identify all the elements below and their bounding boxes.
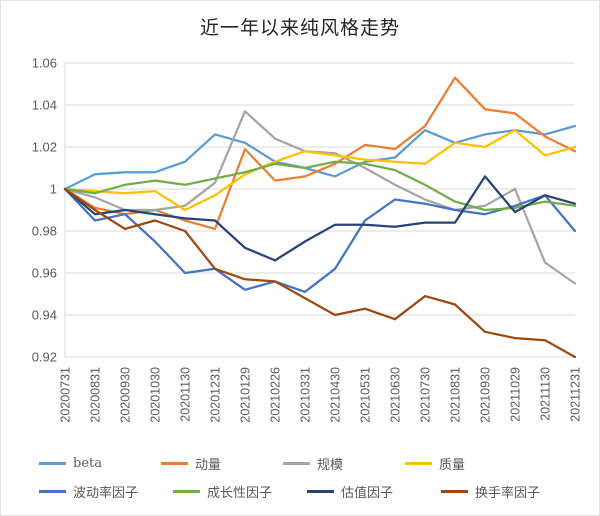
legend-label: beta (73, 455, 102, 471)
legend-swatch (441, 489, 468, 493)
y-tick-label: 0.92 (32, 350, 57, 365)
legend-item-波动率因子: 波动率因子 (39, 482, 173, 501)
series-line-换手率因子 (63, 187, 577, 359)
series-line-成长性因子 (63, 160, 577, 212)
y-tick-label: 1 (50, 182, 57, 197)
legend-item-规模: 规模 (283, 454, 405, 473)
legend-item-beta: beta (39, 456, 161, 471)
chart-legend: beta 动量 规模 质量波动率因子 成长性因子 估值因子 换手率因子 (1, 449, 599, 505)
legend-label: 波动率因子 (73, 485, 139, 501)
x-tick-label: 20210331 (299, 367, 313, 423)
legend-label: 质量 (439, 457, 466, 473)
x-tick-label: 20210730 (419, 367, 433, 423)
y-tick-label: 0.98 (32, 224, 57, 239)
x-tick-label: 20210930 (479, 367, 493, 423)
series-line-波动率因子 (63, 187, 577, 294)
legend-item-质量: 质量 (405, 454, 527, 473)
y-tick-label: 1.06 (32, 56, 57, 71)
y-tick-label: 0.94 (32, 308, 57, 323)
y-tick-label: 0.96 (32, 266, 57, 281)
legend-label: 换手率因子 (475, 485, 541, 501)
legend-label: 动量 (195, 457, 222, 473)
series-line-规模 (63, 110, 577, 285)
legend-row: beta 动量 规模 质量 (1, 449, 599, 477)
legend-swatch (39, 461, 66, 465)
legend-label: 规模 (317, 457, 344, 473)
x-tick-label: 20201231 (209, 367, 223, 423)
y-tick-label: 1.04 (32, 98, 57, 113)
x-tick-label: 20211130 (539, 367, 553, 421)
x-tick-label: 20201130 (179, 367, 193, 422)
legend-row: 波动率因子 成长性因子 估值因子 换手率因子 (1, 477, 599, 505)
legend-item-成长性因子: 成长性因子 (173, 482, 307, 501)
x-tick-label: 20210129 (239, 367, 253, 423)
x-tick-label: 20211029 (509, 367, 523, 422)
x-tick-label: 20210531 (359, 367, 373, 423)
legend-item-动量: 动量 (161, 454, 283, 473)
legend-swatch (39, 489, 66, 493)
legend-label: 估值因子 (341, 485, 394, 501)
legend-label: 成长性因子 (207, 485, 273, 501)
x-tick-label: 20210831 (449, 367, 463, 423)
x-tick-label: 20210430 (329, 367, 343, 423)
series-line-估值因子 (63, 175, 577, 262)
x-tick-label: 20210630 (389, 367, 403, 423)
legend-swatch (307, 489, 334, 493)
series-line-beta (63, 124, 577, 191)
series-line-质量 (63, 129, 577, 212)
legend-swatch (173, 489, 200, 493)
x-tick-label: 20211231 (569, 367, 583, 422)
x-tick-label: 20200831 (89, 367, 103, 423)
legend-item-换手率因子: 换手率因子 (441, 482, 575, 501)
legend-swatch (405, 461, 432, 465)
x-tick-label: 20200731 (59, 367, 73, 423)
x-tick-label: 20210226 (269, 367, 283, 423)
legend-swatch (283, 461, 310, 465)
legend-item-估值因子: 估值因子 (307, 482, 441, 501)
legend-swatch (161, 461, 188, 465)
y-tick-label: 1.02 (32, 140, 57, 155)
x-tick-label: 20201030 (149, 367, 163, 423)
line-chart-plot-area: 0.92 0.94 0.96 0.98 1 1.02 1.04 1.06 20200731 202… (32, 56, 583, 423)
x-tick-label: 20200930 (119, 367, 133, 423)
chart-title: 近一年以来纯风格走势 (199, 17, 400, 39)
